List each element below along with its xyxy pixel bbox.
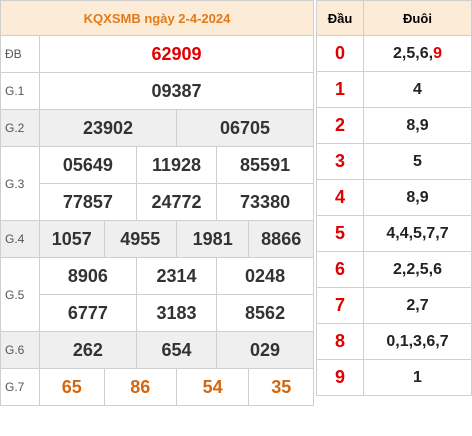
loto-header-row: Đầu Đuôi: [316, 0, 472, 36]
head-digit: 1: [316, 71, 364, 108]
loto-row: 1 4: [316, 71, 472, 108]
prize-label: G.1: [0, 72, 40, 110]
prize-number: 4955: [103, 220, 177, 258]
prize-row-g6: G.6 262 654 029: [0, 331, 314, 369]
prize-number: 73380: [216, 183, 314, 221]
prize-row-g1: G.1 09387: [0, 72, 314, 110]
loto-row: 7 2,7: [316, 287, 472, 324]
prize-row-g3b: 77857 24772 73380: [1, 183, 314, 221]
prize-number: 09387: [39, 72, 314, 110]
prize-number: 0248: [216, 257, 314, 295]
loto-row: 4 8,9: [316, 179, 472, 216]
tail-digits-text: 2,5,6,: [393, 44, 434, 62]
prize-label: G.5: [0, 257, 40, 332]
prize-number: 2314: [135, 257, 218, 295]
prize-label: G.7: [0, 368, 40, 406]
tail-digits: 4: [363, 71, 472, 108]
prize-number: 05649: [39, 146, 137, 184]
prize-label: G.4: [0, 220, 40, 258]
prize-number: 85591: [216, 146, 314, 184]
prize-number: 654: [135, 331, 218, 369]
prize-number: 8866: [248, 220, 314, 258]
prize-label: G.3: [0, 146, 40, 221]
tail-digits: 2,7: [363, 287, 472, 324]
tail-digits: 0,1,3,6,7: [363, 323, 472, 360]
results-table: KQXSMB ngày 2-4-2024 ĐB 62909 G.1 09387 …: [0, 0, 315, 406]
tail-digits: 5: [363, 143, 472, 180]
prize-number: 54: [175, 368, 250, 406]
prize-label: ĐB: [0, 35, 40, 73]
prize-row-g4: G.4 1057 4955 1981 8866: [0, 220, 314, 258]
head-digit: 8: [316, 323, 364, 360]
head-digit: 6: [316, 251, 364, 288]
loto-row: 8 0,1,3,6,7: [316, 323, 472, 360]
prize-number: 23902: [39, 109, 177, 147]
prize-number: 8906: [39, 257, 137, 295]
prize-row-g7: G.7 65 86 54 35: [0, 368, 314, 406]
prize-row-g5a: G.5 8906 2314 0248: [0, 257, 314, 332]
prize-label: G.6: [0, 331, 40, 369]
loto-row: 5 4,4,5,7,7: [316, 215, 472, 252]
tail-column-header: Đuôi: [363, 0, 472, 36]
tail-digits: 8,9: [363, 107, 472, 144]
prize-row-g3a: G.3 05649 11928 85591: [0, 146, 314, 221]
prize-row-g5b: 6777 3183 8562: [1, 294, 314, 332]
prize-row-db: ĐB 62909: [0, 35, 314, 73]
prize-number: 029: [216, 331, 314, 369]
prize-number: 77857: [39, 183, 137, 221]
loto-table: Đầu Đuôi 0 2,5,6,9 1 4 2 8,9 3 5 4 8,9 5…: [316, 0, 472, 396]
prize-number: 24772: [135, 183, 218, 221]
prize-number: 06705: [175, 109, 315, 147]
tail-digits: 2,2,5,6: [363, 251, 472, 288]
prize-number: 3183: [135, 294, 218, 332]
loto-row: 2 8,9: [316, 107, 472, 144]
head-digit: 2: [316, 107, 364, 144]
tail-digits: 1: [363, 359, 472, 396]
prize-row-g2: G.2 23902 06705: [0, 109, 315, 147]
prize-number: 11928: [135, 146, 218, 184]
results-header-row: KQXSMB ngày 2-4-2024: [0, 0, 314, 36]
head-digit: 7: [316, 287, 364, 324]
prize-number: 62909: [39, 35, 314, 73]
prize-number: 86: [103, 368, 177, 406]
tail-digits: 4,4,5,7,7: [363, 215, 472, 252]
loto-row: 0 2,5,6,9: [316, 35, 472, 72]
head-digit: 4: [316, 179, 364, 216]
prize-number: 1057: [39, 220, 105, 258]
loto-row: 9 1: [316, 359, 472, 396]
tail-digits: 2,5,6,9: [363, 35, 472, 72]
head-digit: 9: [316, 359, 364, 396]
prize-number: 6777: [39, 294, 137, 332]
prize-number: 35: [248, 368, 314, 406]
tail-digit-special: 9: [433, 44, 442, 62]
prize-number: 1981: [175, 220, 250, 258]
tail-digits: 8,9: [363, 179, 472, 216]
head-digit: 3: [316, 143, 364, 180]
prize-number: 8562: [216, 294, 314, 332]
loto-row: 3 5: [316, 143, 472, 180]
results-title: KQXSMB ngày 2-4-2024: [0, 0, 314, 36]
prize-number: 65: [39, 368, 105, 406]
loto-row: 6 2,2,5,6: [316, 251, 472, 288]
head-column-header: Đầu: [316, 0, 364, 36]
prize-label: G.2: [0, 109, 40, 147]
head-digit: 5: [316, 215, 364, 252]
prize-number: 262: [39, 331, 137, 369]
head-digit: 0: [316, 35, 364, 72]
